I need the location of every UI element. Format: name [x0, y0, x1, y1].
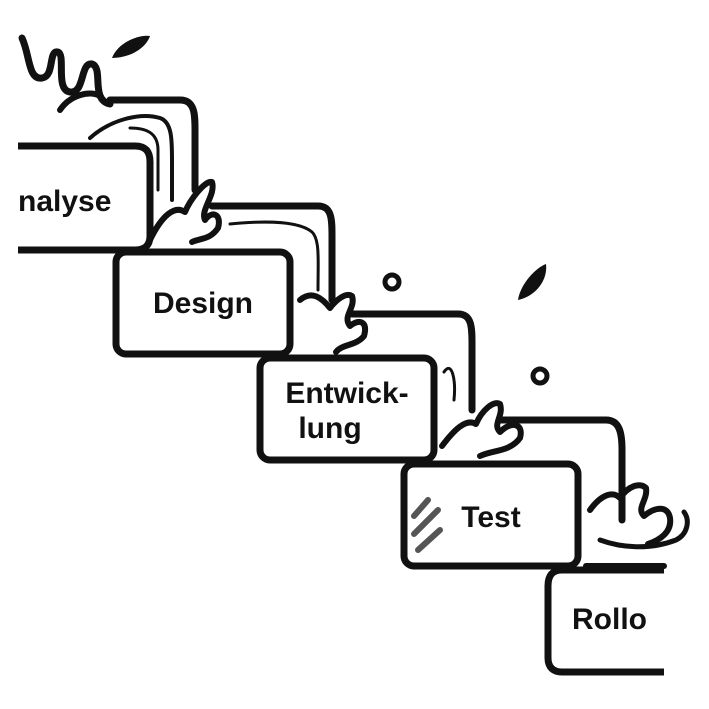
- water-flow-1b: [88, 114, 174, 202]
- water-splash-top-2: [57, 90, 103, 113]
- step-rollout: Rollo: [544, 566, 664, 676]
- water-stream: [18, 34, 690, 569]
- step-design: Design: [112, 248, 294, 358]
- step-design-label: Design: [153, 287, 253, 320]
- water-splash-2: [297, 292, 368, 355]
- water-splash-3: [439, 400, 524, 459]
- water-splash-4: [587, 482, 674, 547]
- water-flow-2b: [228, 220, 320, 292]
- water-flow-3b: [442, 367, 456, 402]
- step-rollout-label: Rollo: [572, 603, 647, 636]
- water-flow-1c: [128, 126, 160, 192]
- water-splash-top: [18, 34, 114, 108]
- water-drop-4: [530, 366, 550, 386]
- step-test-box: [400, 460, 582, 570]
- water-flow-2: [208, 202, 336, 304]
- water-drop-3: [518, 264, 547, 300]
- step-test-label: Test: [461, 501, 520, 534]
- step-analyse-label: nalyse: [18, 185, 111, 218]
- water-splash-1: [147, 179, 222, 245]
- step-test: Test: [400, 460, 582, 570]
- hatch-marks-icon: [411, 497, 443, 553]
- water-flow-4: [496, 416, 626, 524]
- step-entwicklung: Entwick- lung: [256, 354, 438, 464]
- step-entwicklung-box: [256, 354, 438, 464]
- water-flow-3: [348, 310, 476, 414]
- step-design-box: [112, 248, 294, 358]
- water-drop-2: [382, 272, 402, 292]
- step-entwicklung-label: Entwick-: [285, 377, 408, 410]
- water-splash-4b: [597, 509, 690, 550]
- step-analyse: nalyse: [18, 142, 154, 254]
- water-flow-1: [106, 96, 199, 194]
- step-rollout-box: [544, 566, 664, 676]
- step-entwicklung-label-line2: lung: [298, 412, 361, 445]
- water-drop-1: [112, 35, 150, 58]
